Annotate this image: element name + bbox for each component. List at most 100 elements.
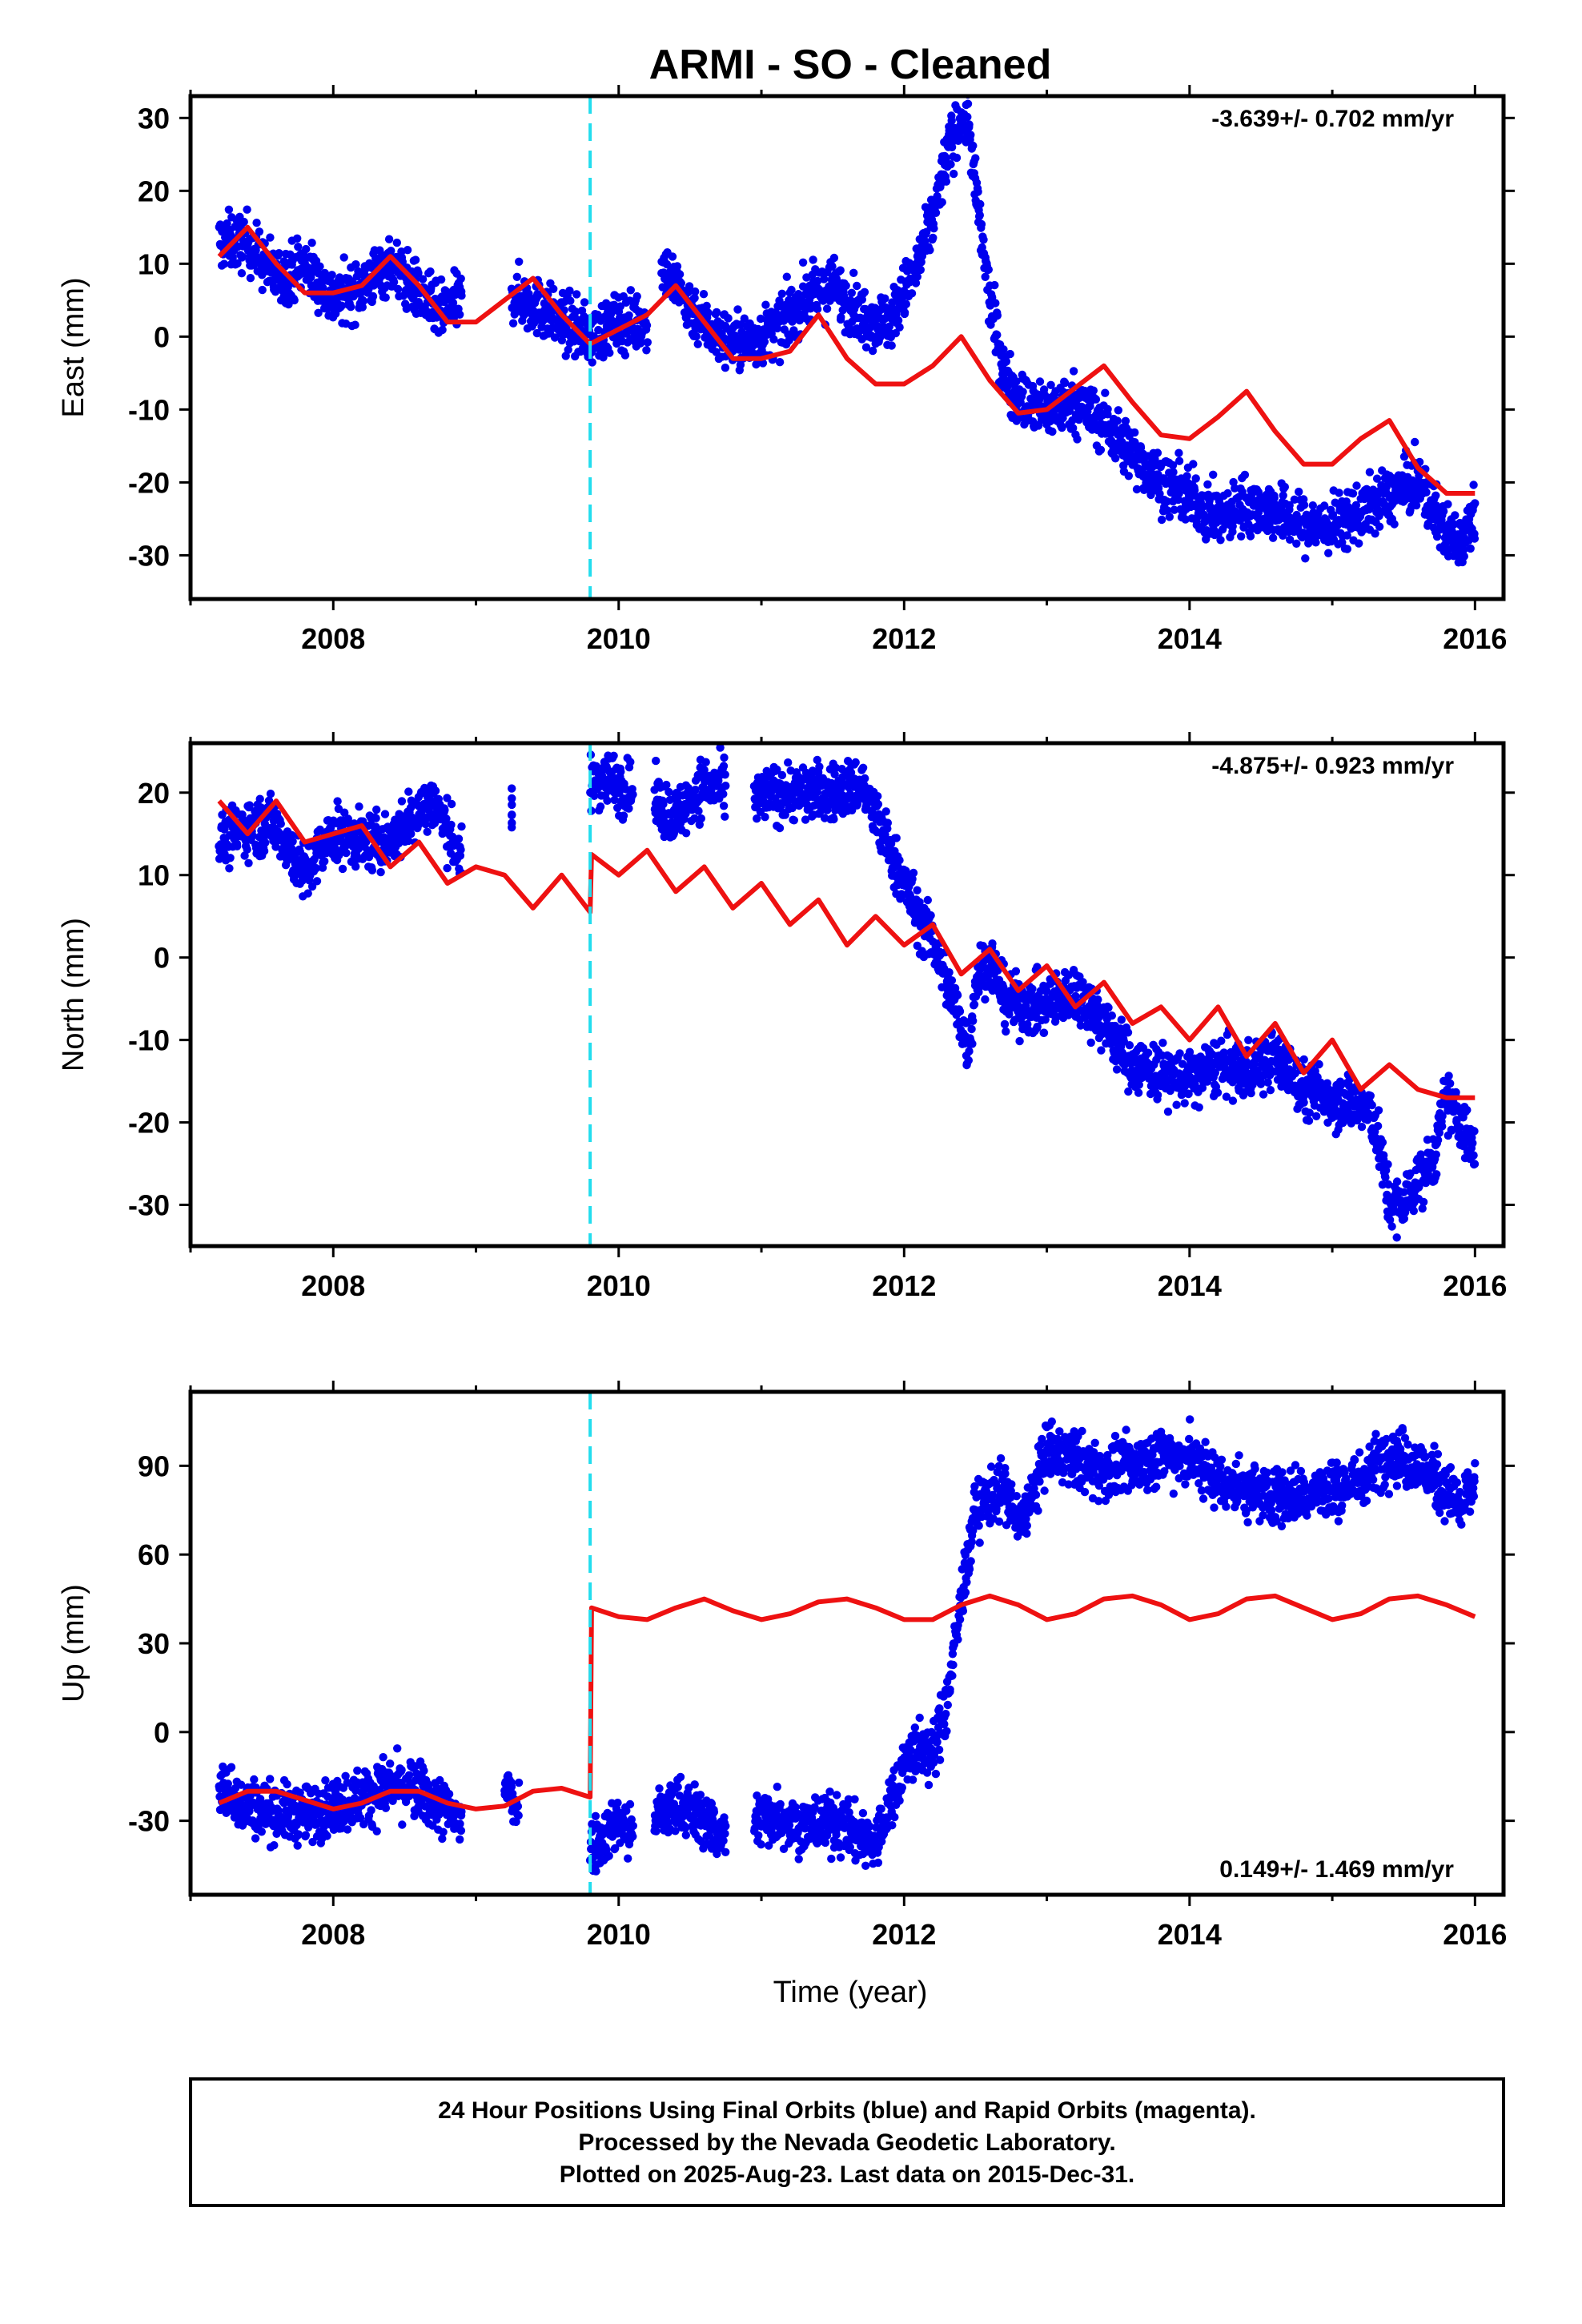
data-point — [697, 814, 705, 823]
plot-area — [215, 96, 1480, 599]
data-point — [1439, 507, 1448, 516]
data-point — [1375, 522, 1384, 531]
data-point — [371, 814, 380, 822]
data-point — [1228, 1096, 1238, 1105]
data-point — [883, 818, 893, 827]
figure-title: ARMI - SO - Cleaned — [649, 42, 1052, 88]
data-point — [787, 285, 796, 295]
data-point — [926, 246, 934, 255]
data-point — [913, 941, 922, 951]
data-point — [1103, 404, 1112, 414]
y-tick-label: -30 — [128, 539, 170, 572]
data-point — [781, 810, 789, 819]
data-point — [1279, 491, 1287, 500]
data-point — [993, 311, 1002, 320]
data-point — [942, 177, 951, 186]
data-point — [237, 269, 247, 278]
data-point — [457, 292, 466, 300]
panels: 2008 2010 2012 2014 20163020100-10-20-30East… — [57, 85, 1515, 1951]
data-point — [418, 275, 428, 283]
data-point — [677, 279, 685, 287]
data-point — [1104, 1003, 1113, 1012]
data-point — [1166, 1086, 1174, 1096]
data-point — [1315, 1059, 1323, 1069]
data-point — [1112, 1065, 1122, 1074]
data-point — [404, 787, 413, 796]
data-point — [626, 286, 635, 295]
data-point — [312, 877, 322, 886]
data-point — [512, 272, 521, 281]
data-point — [777, 770, 787, 780]
data-point — [685, 282, 694, 291]
data-point — [659, 800, 668, 809]
data-point — [443, 794, 452, 802]
data-point — [673, 262, 682, 271]
y-tick-label: 30 — [138, 102, 170, 135]
data-point — [1466, 544, 1475, 553]
data-point — [1124, 1087, 1133, 1096]
data-point — [1012, 377, 1021, 386]
data-point — [1231, 484, 1239, 493]
data-point — [426, 267, 435, 276]
data-point — [1299, 1098, 1308, 1108]
data-point — [1324, 549, 1333, 557]
data-point — [642, 346, 651, 355]
data-point — [994, 966, 1002, 975]
data-point — [861, 343, 871, 352]
data-point — [999, 983, 1008, 992]
data-point — [275, 249, 283, 258]
data-point — [929, 233, 938, 243]
data-point — [423, 827, 432, 836]
data-point — [284, 300, 293, 309]
data-point — [1143, 1048, 1153, 1057]
data-point — [966, 131, 975, 139]
data-point — [1015, 1036, 1024, 1046]
data-point — [797, 781, 805, 790]
data-point — [1018, 388, 1027, 396]
data-point — [225, 864, 234, 873]
data-point — [508, 794, 516, 803]
data-point — [414, 268, 423, 278]
data-point — [1172, 1100, 1181, 1109]
data-point — [1222, 1092, 1231, 1101]
data-point — [942, 154, 951, 163]
data-point — [829, 814, 838, 824]
data-point — [981, 995, 990, 1004]
data-point — [733, 305, 742, 314]
data-point — [1158, 1039, 1167, 1047]
data-point — [915, 898, 924, 907]
data-point — [380, 810, 390, 818]
plot-area — [215, 743, 1480, 1246]
data-point — [897, 891, 907, 900]
data-point — [891, 328, 901, 338]
data-point — [736, 360, 745, 369]
data-point — [1411, 437, 1419, 447]
data-point — [971, 154, 980, 163]
data-point — [339, 253, 348, 262]
data-point — [1328, 510, 1338, 519]
x-tick-label: 2016 — [1443, 622, 1507, 655]
data-point — [956, 133, 965, 142]
data-point — [724, 314, 733, 323]
data-point — [1073, 435, 1082, 444]
data-point — [846, 768, 856, 777]
data-point — [338, 864, 347, 874]
data-point — [1113, 416, 1122, 425]
data-point — [868, 346, 877, 356]
data-point — [813, 276, 822, 286]
data-point — [381, 293, 390, 302]
data-point — [1431, 491, 1440, 500]
data-point — [955, 1007, 965, 1016]
data-point — [515, 257, 524, 266]
data-point — [508, 818, 516, 827]
data-point — [938, 198, 946, 207]
data-point — [950, 169, 958, 179]
data-point — [407, 830, 416, 838]
data-point — [1181, 515, 1190, 524]
data-point — [447, 820, 456, 830]
data-point — [700, 766, 709, 774]
data-point — [1247, 1088, 1255, 1098]
data-point — [947, 143, 957, 151]
data-point — [1002, 1027, 1010, 1036]
data-point — [969, 141, 978, 151]
